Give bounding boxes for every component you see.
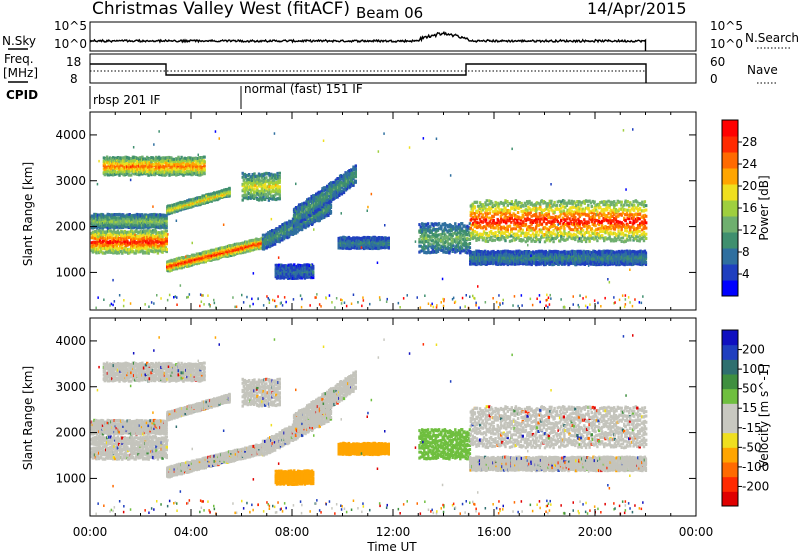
power-cell — [312, 265, 314, 268]
power-cell — [279, 176, 281, 179]
power-cell — [427, 222, 429, 225]
beam-label: Beam 06 — [356, 4, 423, 22]
power-cell — [420, 225, 422, 228]
noise-left-label: N.Sky — [2, 34, 36, 48]
power-cell — [279, 190, 281, 193]
power-cell — [148, 242, 150, 245]
cpid-label: CPID — [6, 88, 38, 102]
power-cell — [279, 194, 281, 197]
noise-left-tick-top: 10^5 — [54, 19, 87, 33]
freq-left-tick-bottom: 8 — [70, 72, 78, 86]
cpid-mode-rbsp: rbsp 201 IF — [93, 93, 160, 107]
freq-trace — [90, 64, 646, 83]
power-cell — [228, 187, 230, 190]
noise-sky-trace — [90, 32, 646, 51]
power-cell — [166, 229, 168, 232]
power-cell — [421, 222, 423, 225]
power-cell — [429, 225, 431, 228]
freq-right-label: Nave — [747, 63, 778, 77]
noise-panel-frame — [90, 22, 696, 51]
power-cell — [116, 252, 118, 255]
power-cell — [279, 185, 281, 188]
freq-left-label-line2: [MHz] — [3, 66, 38, 80]
power-cell — [265, 176, 267, 179]
power-cell — [355, 168, 357, 171]
power-cell — [203, 160, 205, 163]
freq-left-label-line1: Freq. — [4, 52, 34, 66]
power-cell — [274, 243, 276, 246]
power-cell — [261, 187, 263, 190]
power-cell — [276, 172, 278, 175]
power-cell — [420, 235, 422, 238]
date-label: 14/Apr/2015 — [587, 0, 687, 18]
power-cell — [355, 164, 357, 167]
power-cell — [203, 172, 205, 175]
freq-left-tick-top: 18 — [66, 55, 81, 69]
noise-right-tick-bottom: 10^0 — [710, 37, 743, 51]
freq-right-tick-bottom: 0 — [710, 72, 718, 86]
power-cell — [355, 175, 357, 178]
power-cell — [253, 172, 255, 175]
power-cell — [312, 271, 314, 274]
freq-right-tick-top: 60 — [710, 55, 725, 69]
power-cell — [166, 240, 168, 243]
power-cell — [166, 248, 168, 251]
station-title: Christmas Valley West (fitACF) — [92, 0, 350, 19]
power-cell — [203, 165, 205, 168]
power-cell — [264, 183, 266, 186]
power-cell — [279, 180, 281, 183]
power-cell — [203, 156, 205, 159]
power-cell — [253, 187, 255, 190]
power-cell — [330, 210, 332, 213]
power-cell — [251, 179, 253, 182]
noise-right-tick-top: 10^5 — [710, 19, 743, 33]
power-cell — [203, 168, 205, 171]
power-cell — [166, 242, 168, 245]
power-cell — [388, 237, 390, 240]
power-cell — [259, 179, 261, 182]
power-cell — [273, 179, 275, 182]
power-cell — [429, 243, 431, 246]
noise-right-label: N.Search — [745, 31, 799, 45]
power-cell — [279, 197, 281, 200]
cpid-mode-normal: normal (fast) 151 IF — [244, 82, 363, 96]
power-cell — [279, 172, 281, 175]
freq-panel-frame — [90, 54, 696, 83]
noise-left-tick-bottom: 10^0 — [54, 37, 87, 51]
power-cell — [355, 180, 357, 183]
